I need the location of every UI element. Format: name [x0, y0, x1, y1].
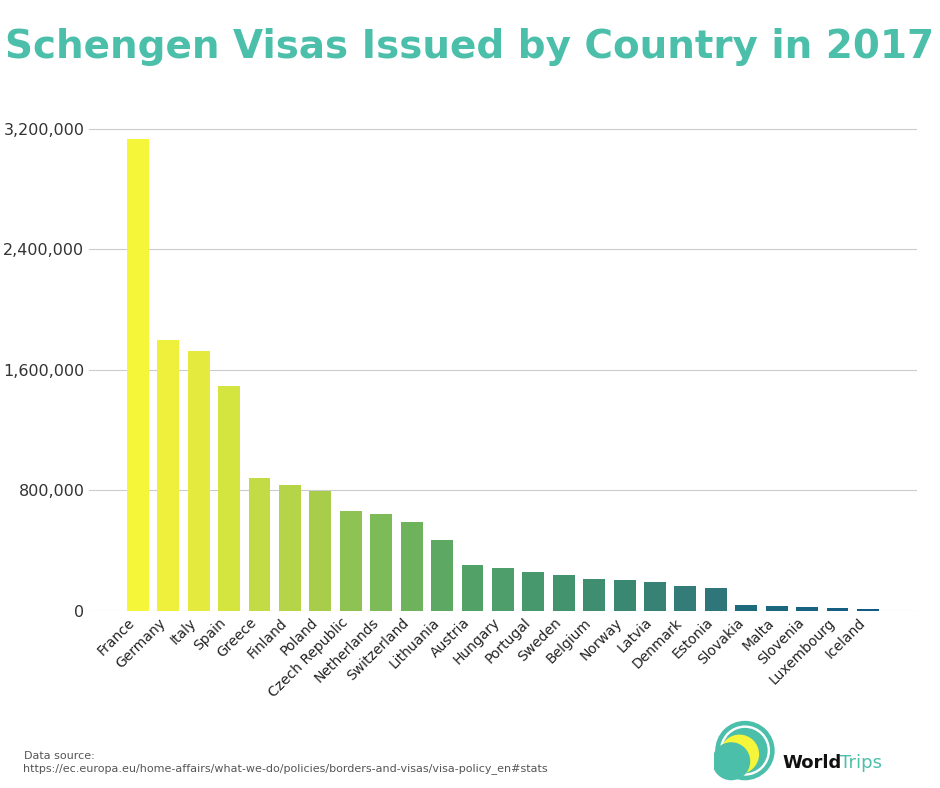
Bar	[157, 340, 180, 611]
Text: Trips: Trips	[840, 754, 883, 771]
Text: Data source:
https://ec.europa.eu/home-affairs/what-we-do/policies/borders-and-v: Data source: https://ec.europa.eu/home-a…	[24, 751, 548, 774]
Bar	[370, 514, 392, 611]
Bar	[857, 609, 879, 611]
Bar	[127, 139, 149, 611]
Text: Schengen Visas Issued by Country in 2017: Schengen Visas Issued by Country in 2017	[6, 28, 934, 65]
Bar	[583, 578, 605, 611]
Bar	[766, 606, 788, 611]
Bar	[614, 580, 635, 611]
Bar	[826, 608, 849, 611]
Bar	[248, 478, 271, 611]
Bar	[462, 565, 483, 611]
Bar	[644, 582, 666, 611]
Text: World: World	[782, 754, 841, 771]
Bar	[431, 540, 453, 611]
Bar	[218, 386, 240, 611]
Circle shape	[723, 729, 767, 772]
Circle shape	[713, 743, 749, 779]
Circle shape	[716, 722, 774, 779]
Bar	[188, 351, 210, 611]
Bar	[400, 522, 423, 611]
Bar	[309, 491, 331, 611]
Bar	[735, 605, 758, 611]
Bar	[279, 485, 301, 611]
Bar	[492, 568, 514, 611]
Bar	[796, 608, 818, 611]
Circle shape	[720, 735, 759, 773]
Bar	[675, 586, 697, 611]
Bar	[705, 589, 727, 611]
Bar	[340, 511, 362, 611]
Circle shape	[720, 726, 770, 775]
Bar	[523, 572, 544, 611]
Bar	[553, 575, 574, 611]
